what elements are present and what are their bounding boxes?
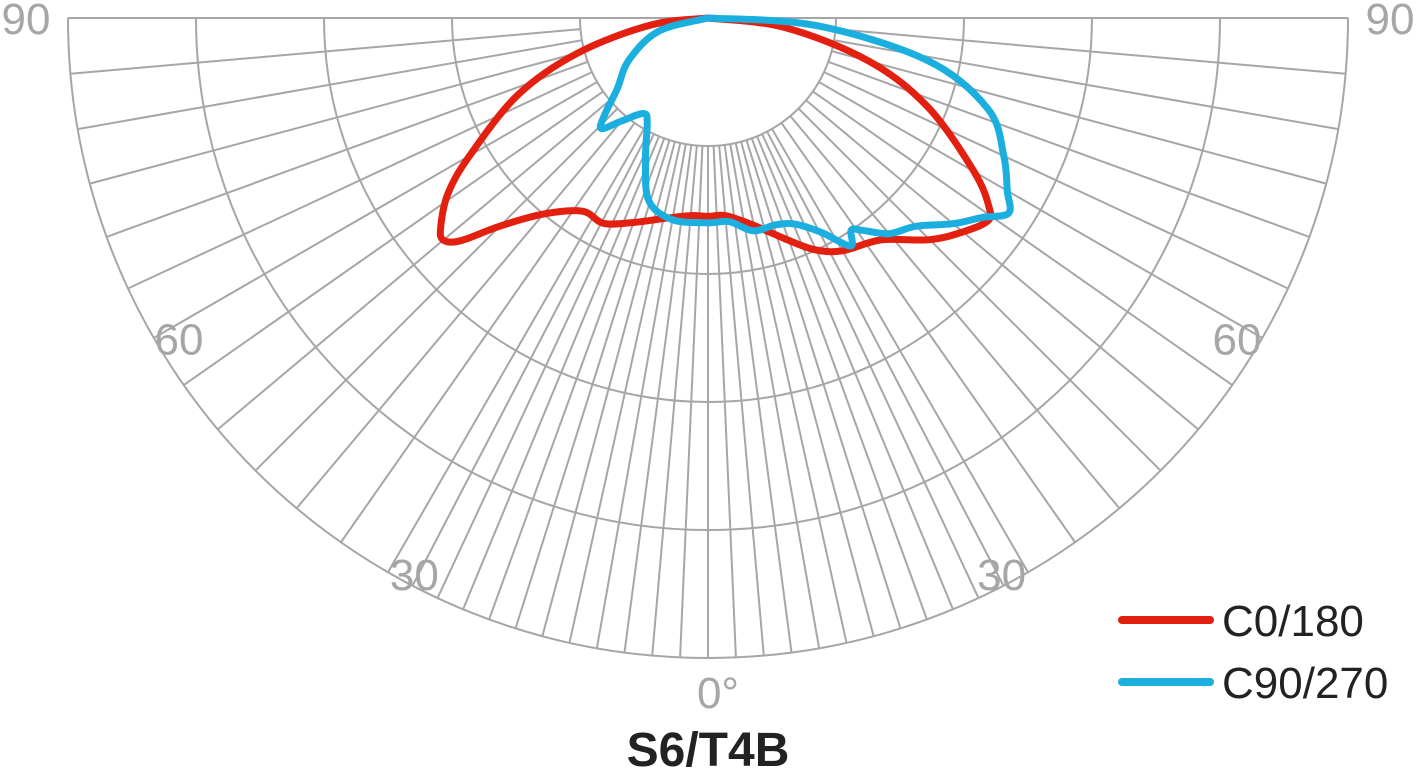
grid-spoke — [771, 128, 1029, 573]
grid-spoke — [789, 115, 1121, 509]
grid-spoke — [217, 99, 611, 431]
grid-spoke — [740, 141, 875, 637]
grid-spoke — [756, 135, 954, 610]
grid-spoke — [89, 50, 585, 185]
grid-spoke — [127, 71, 593, 290]
grid-spoke — [411, 131, 650, 587]
angle-label-left-60: 60 — [155, 316, 204, 365]
grid-spoke — [254, 107, 619, 472]
angle-label-left-30: 30 — [390, 551, 439, 600]
angle-label-right-30: 30 — [977, 551, 1026, 600]
grid-ring-1 — [579, 17, 837, 147]
grid-spoke — [623, 144, 693, 653]
grid-spoke — [106, 60, 589, 238]
grid-spoke — [679, 145, 704, 658]
grid-spoke — [387, 128, 645, 573]
grid-spoke — [651, 145, 698, 656]
grid-spoke — [780, 122, 1076, 543]
angle-label-right-90: 90 — [1366, 0, 1415, 44]
grid-spoke — [70, 28, 581, 75]
grid-spoke — [488, 137, 666, 620]
grid-spoke — [750, 137, 928, 620]
grid-spoke — [712, 145, 737, 658]
grid-spoke — [568, 142, 682, 644]
legend-label-c90-270: C90/270 — [1222, 659, 1388, 708]
grid-spoke — [595, 143, 687, 649]
chart-title: S6/T4B — [627, 724, 790, 770]
series-c90-270 — [596, 14, 1014, 250]
grid-spoke — [295, 115, 627, 509]
grid-spoke — [541, 141, 676, 637]
grid-spoke — [797, 107, 1162, 472]
grid-spoke — [766, 131, 1005, 587]
legend: C0/180 C90/270 — [1118, 597, 1388, 708]
grid-spoke — [812, 90, 1233, 386]
angle-labels: 90 90 60 60 30 30 0° — [2, 0, 1415, 718]
grid-spoke — [835, 28, 1346, 75]
polar-grid — [67, 17, 1349, 659]
grid-spoke — [723, 144, 793, 653]
angle-label-left-90: 90 — [2, 0, 51, 44]
grid-spoke — [340, 122, 636, 543]
grid-spoke — [718, 145, 765, 656]
grid-spoke — [462, 135, 660, 610]
grid-spoke — [805, 99, 1199, 431]
grid-spoke — [818, 81, 1263, 339]
legend-label-c0-180: C0/180 — [1222, 597, 1364, 646]
angle-label-right-60: 60 — [1213, 316, 1262, 365]
grid-spoke — [183, 90, 604, 386]
grid-spoke — [823, 71, 1289, 290]
grid-spoke — [153, 81, 598, 339]
grid-spoke — [745, 139, 902, 629]
grid-spoke — [761, 133, 980, 599]
grid-spoke — [831, 50, 1327, 185]
angle-label-center-0: 0° — [697, 669, 739, 718]
series-lines — [436, 14, 1014, 256]
grid-spoke — [77, 39, 583, 131]
series-c0-180 — [436, 14, 995, 256]
grid-spoke — [436, 133, 655, 599]
